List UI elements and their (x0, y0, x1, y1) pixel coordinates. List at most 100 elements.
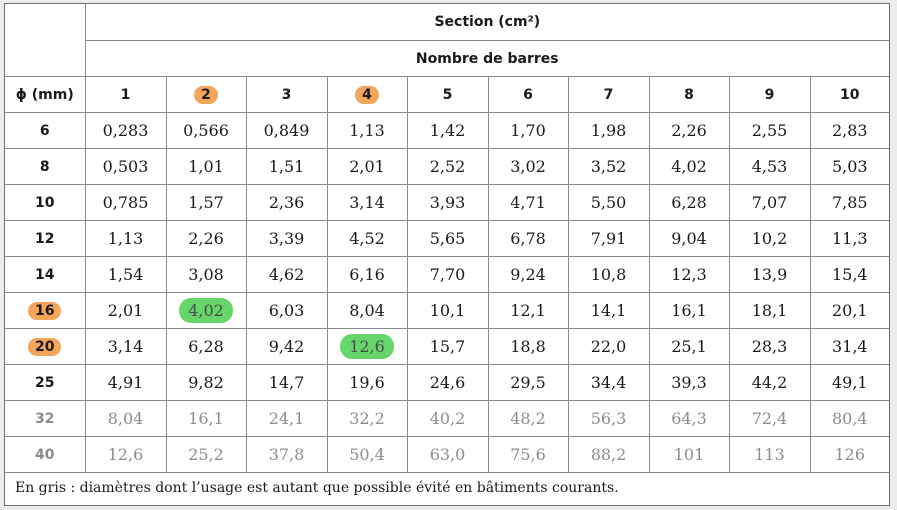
diameter-label: 20 (28, 337, 62, 356)
table-row: 8 0,503 1,01 1,51 2,01 2,52 3,02 3,52 4,02 4,53 5,… (5, 148, 890, 185)
section-value: 6,28 (188, 337, 224, 356)
section-value: 10,8 (590, 265, 627, 284)
section-value: 6,28 (671, 193, 707, 212)
section-value-cell: 9,04 (648, 220, 730, 257)
section-value: 14,1 (590, 301, 627, 320)
section-value: 24,1 (268, 409, 305, 428)
section-value-cell: 1,51 (245, 148, 328, 185)
section-value-cell: 34,4 (567, 364, 650, 401)
section-value: 48,2 (510, 409, 546, 428)
section-value: 15,4 (831, 265, 868, 284)
section-value: 9,24 (510, 265, 546, 284)
section-value-cell: 1,98 (567, 112, 650, 149)
section-value-cell: 4,71 (487, 184, 569, 221)
section-value-cell: 3,14 (326, 184, 408, 221)
section-value-cell: 1,13 (326, 112, 408, 149)
section-value-cell: 2,01 (84, 292, 167, 329)
diameter-cell: 10 (5, 184, 86, 221)
section-value: 22,0 (590, 337, 627, 356)
footnote: En gris : diamètres dont l’usage est aut… (15, 480, 619, 496)
section-value: 12,6 (340, 334, 394, 359)
diameter-cell: 40 (5, 436, 86, 473)
section-value-cell: 18,8 (487, 328, 569, 365)
section-value-cell: 101 (648, 436, 730, 473)
section-value-cell: 3,93 (406, 184, 489, 221)
section-value: 2,52 (429, 157, 466, 176)
section-value: 80,4 (831, 409, 868, 428)
section-value-cell: 40,2 (406, 400, 489, 437)
section-value: 0,785 (102, 193, 149, 212)
section-value: 32,2 (349, 409, 385, 428)
diameter-label: 25 (35, 374, 55, 391)
bar-count-6: 6 (487, 76, 569, 113)
section-value-cell: 9,24 (487, 256, 569, 293)
section-value-cell: 16,1 (648, 292, 730, 329)
section-value-cell: 3,02 (487, 148, 569, 185)
section-value: 18,1 (751, 301, 788, 320)
section-value-cell: 75,6 (487, 436, 569, 473)
bar-count-9: 9 (728, 76, 811, 113)
section-value-cell: 37,8 (245, 436, 328, 473)
section-value: 10,2 (751, 229, 788, 248)
section-value-cell: 64,3 (648, 400, 730, 437)
section-value-cell: 44,2 (728, 364, 811, 401)
section-value: 9,04 (671, 229, 707, 248)
bar-count-10: 10 (809, 76, 890, 113)
section-value-cell: 6,03 (245, 292, 328, 329)
section-value: 4,02 (179, 298, 233, 323)
bar-count-label: 5 (442, 86, 453, 103)
section-value: 34,4 (590, 373, 627, 392)
section-value: 40,2 (429, 409, 466, 428)
section-value: 7,07 (751, 193, 788, 212)
section-value-cell: 39,3 (648, 364, 730, 401)
bar-count-4: 4 (326, 76, 408, 113)
section-value: 6,03 (268, 301, 305, 320)
section-value-cell: 7,70 (406, 256, 489, 293)
section-value: 2,55 (751, 121, 788, 140)
section-value-cell: 18,1 (728, 292, 811, 329)
section-value: 4,02 (671, 157, 707, 176)
section-value-cell: 48,2 (487, 400, 569, 437)
bar-count-label: 4 (355, 85, 379, 104)
bar-count-label: 1 (120, 86, 131, 103)
section-value: 20,1 (831, 301, 868, 320)
section-value-cell: 31,4 (809, 328, 890, 365)
section-value-cell: 20,1 (809, 292, 890, 329)
section-value: 9,82 (188, 373, 224, 392)
section-value: 25,1 (671, 337, 707, 356)
section-value: 8,04 (107, 409, 144, 428)
section-value: 39,3 (671, 373, 707, 392)
section-value: 2,83 (831, 121, 868, 140)
bar-count-2: 2 (165, 76, 247, 113)
section-value-cell: 2,52 (406, 148, 489, 185)
section-value: 19,6 (349, 373, 385, 392)
table-body: 6 0,283 0,566 0,849 1,13 1,42 1,70 1,98 2,26 2,55… (5, 112, 890, 473)
section-value: 3,52 (590, 157, 627, 176)
bar-count-8: 8 (648, 76, 730, 113)
section-value-cell: 6,28 (648, 184, 730, 221)
section-value: 3,02 (510, 157, 546, 176)
section-value-cell: 10,1 (406, 292, 489, 329)
diameter-cell: 32 (5, 400, 86, 437)
section-value: 3,93 (429, 193, 466, 212)
section-value-cell: 24,1 (245, 400, 328, 437)
section-value: 0,849 (263, 121, 310, 140)
section-value: 64,3 (671, 409, 707, 428)
bar-count-label: 6 (523, 86, 533, 103)
section-value-cell: 7,91 (567, 220, 650, 257)
section-value-cell: 29,5 (487, 364, 569, 401)
section-value-cell: 8,04 (326, 292, 408, 329)
section-value: 4,52 (349, 229, 385, 248)
section-value-cell: 4,02 (648, 148, 730, 185)
section-value: 4,62 (268, 265, 305, 284)
bar-count-header: Nombre de barres (85, 40, 890, 77)
section-value-cell: 1,01 (165, 148, 247, 185)
section-value: 7,85 (831, 193, 868, 212)
bar-count-label: 8 (684, 86, 694, 103)
section-value-cell: 2,83 (809, 112, 890, 149)
section-value: 12,3 (671, 265, 707, 284)
section-value-cell: 15,7 (406, 328, 489, 365)
section-value-cell: 11,3 (809, 220, 890, 257)
section-value-cell: 6,28 (165, 328, 247, 365)
section-value: 3,14 (107, 337, 144, 356)
